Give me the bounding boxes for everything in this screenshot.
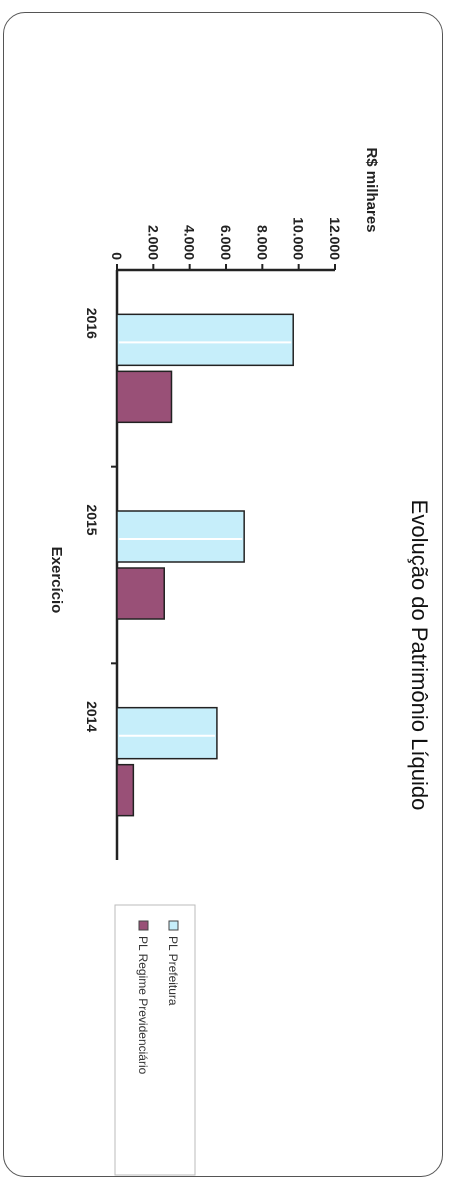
y-tick-label: 10.000 [291,217,307,260]
legend: PL Prefeitura PL Regime Previdenciário [114,904,196,1176]
chart-frame [3,12,443,1177]
rotated-chart-group: Evolução do Patrimônio Líquido R$ milhar… [48,147,432,1176]
x-tick-label: 2015 [84,504,100,535]
legend-label: PL Regime Previdenciário [136,936,150,1075]
legend-label: PL Prefeitura [166,936,180,1006]
plot-area: 0 2.000 4.000 6.000 8.000 10.000 12.000 2016 201… [84,217,343,860]
bar-pl-regime-previdenciario [116,763,135,817]
bar-pl-regime-previdenciario [116,370,173,424]
legend-swatch [168,920,179,931]
chart-title: Evolução do Patrimônio Líquido [407,500,432,811]
legend-swatch [138,920,149,931]
legend-box [114,904,196,1176]
y-axis-title: R$ milhares [363,147,380,232]
y-tick-label: 8.000 [254,225,270,260]
bar-pl-prefeitura [116,510,245,563]
y-tick-label: 6.000 [218,225,234,260]
bar-pl-regime-previdenciario [116,567,165,620]
bar-pl-prefeitura [116,706,218,760]
y-tick-label: 4.000 [182,225,198,260]
x-tick-label: 2016 [84,308,100,339]
y-tick-label: 12.000 [327,217,343,260]
bar-pl-prefeitura [116,313,294,367]
x-axis-title: Exercício [48,547,65,614]
x-tick-label: 2014 [84,701,100,732]
y-tick-label: 0 [109,252,125,260]
y-tick-label: 2.000 [145,225,161,260]
